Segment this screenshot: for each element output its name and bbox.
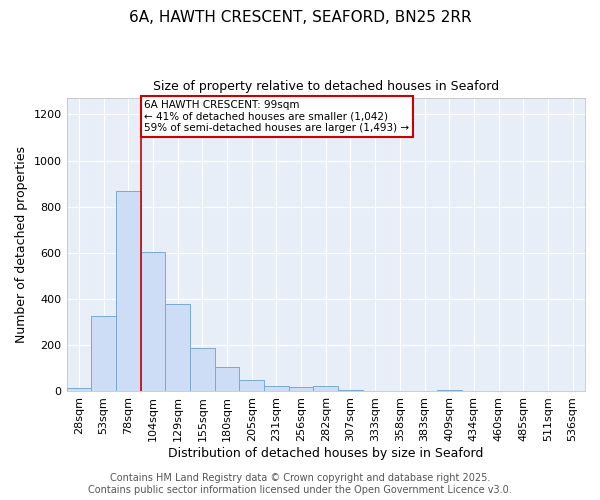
Bar [264,386,289,392]
Bar [116,190,140,392]
Bar [437,390,461,392]
Y-axis label: Number of detached properties: Number of detached properties [15,146,28,344]
Bar [215,367,239,392]
Bar [91,316,116,392]
Bar [338,390,363,392]
Bar [239,380,264,392]
Bar [190,348,215,392]
Text: 6A HAWTH CRESCENT: 99sqm
← 41% of detached houses are smaller (1,042)
59% of sem: 6A HAWTH CRESCENT: 99sqm ← 41% of detach… [145,100,409,133]
Bar [313,386,338,392]
Title: Size of property relative to detached houses in Seaford: Size of property relative to detached ho… [153,80,499,93]
Bar [165,304,190,392]
Bar [289,388,313,392]
X-axis label: Distribution of detached houses by size in Seaford: Distribution of detached houses by size … [168,447,484,460]
Bar [140,252,165,392]
Text: Contains HM Land Registry data © Crown copyright and database right 2025.
Contai: Contains HM Land Registry data © Crown c… [88,474,512,495]
Bar [67,388,91,392]
Text: 6A, HAWTH CRESCENT, SEAFORD, BN25 2RR: 6A, HAWTH CRESCENT, SEAFORD, BN25 2RR [128,10,472,25]
